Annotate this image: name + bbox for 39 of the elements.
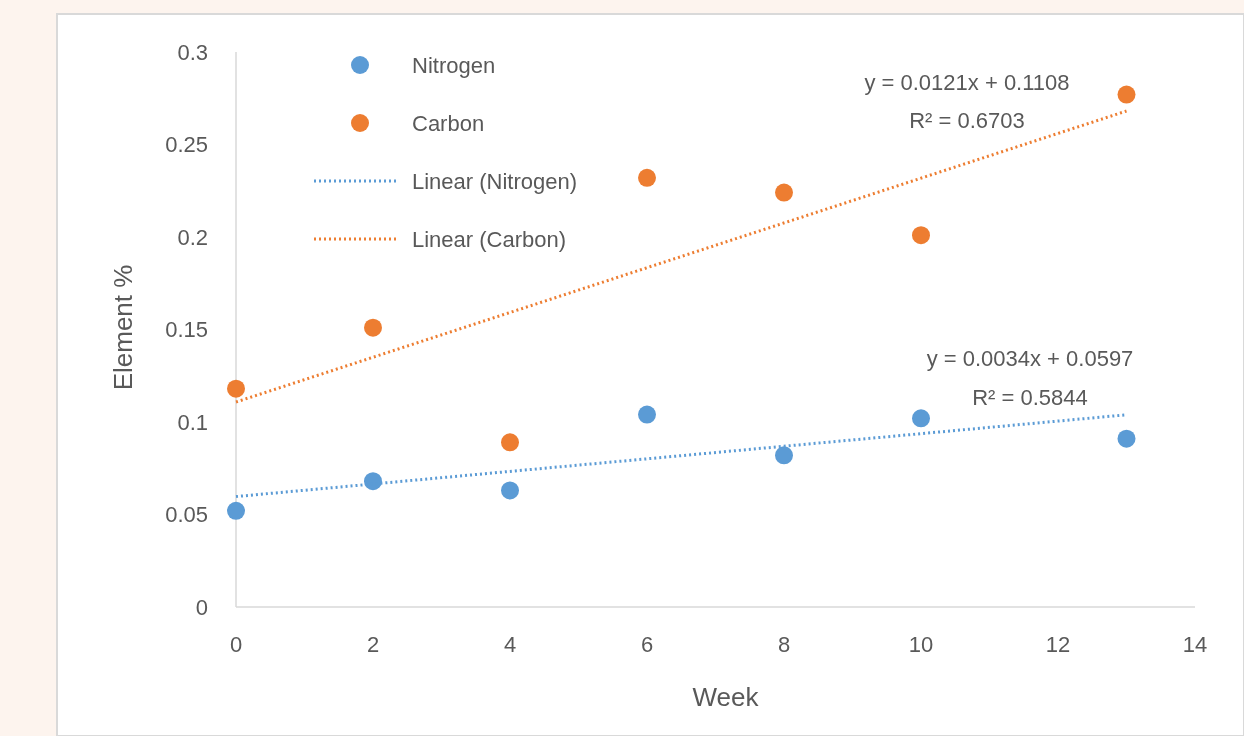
x-axis-title: Week xyxy=(692,682,760,712)
x-tick-label: 10 xyxy=(908,632,934,657)
y-tick-label: 0.2 xyxy=(177,224,208,250)
point xyxy=(364,318,382,337)
x-tick-label: 8 xyxy=(777,632,791,657)
annotation: y = 0.0121x + 0.1108 xyxy=(864,69,1070,95)
y-tick-label: 0.05 xyxy=(165,502,208,528)
point xyxy=(638,168,656,187)
annotation: R² = 0.6703 xyxy=(909,107,1025,133)
y-tick-label: 0.3 xyxy=(177,39,208,65)
point xyxy=(912,226,930,245)
point xyxy=(501,433,519,452)
x-tick-label: 14 xyxy=(1182,632,1208,657)
legend-label: Carbon xyxy=(412,110,485,136)
legend-label: Linear (Nitrogen) xyxy=(412,168,578,194)
y-tick-label: 0.25 xyxy=(165,132,208,158)
point xyxy=(364,472,382,491)
point xyxy=(638,405,656,424)
point xyxy=(775,446,793,465)
x-tick-label: 4 xyxy=(503,632,517,657)
legend-label: Linear (Carbon) xyxy=(412,226,567,252)
annotation: R² = 0.5844 xyxy=(972,384,1088,410)
point xyxy=(501,481,519,500)
y-tick-label: 0 xyxy=(195,594,208,620)
x-tick-label: 6 xyxy=(640,632,654,657)
y-axis-title: Element % xyxy=(108,264,138,391)
point xyxy=(227,501,245,520)
point xyxy=(227,379,245,398)
x-tick-label: 2 xyxy=(366,632,380,657)
legend-label: Nitrogen xyxy=(412,52,496,78)
point xyxy=(912,409,930,428)
point xyxy=(1117,85,1136,104)
x-tick-label: 0 xyxy=(229,632,243,657)
point xyxy=(775,183,793,202)
y-tick-label: 0.15 xyxy=(165,317,208,343)
annotation: y = 0.0034x + 0.0597 xyxy=(926,345,1134,371)
x-tick-label: 12 xyxy=(1045,632,1071,657)
y-tick-label: 0.1 xyxy=(177,409,208,435)
point xyxy=(1117,429,1136,448)
